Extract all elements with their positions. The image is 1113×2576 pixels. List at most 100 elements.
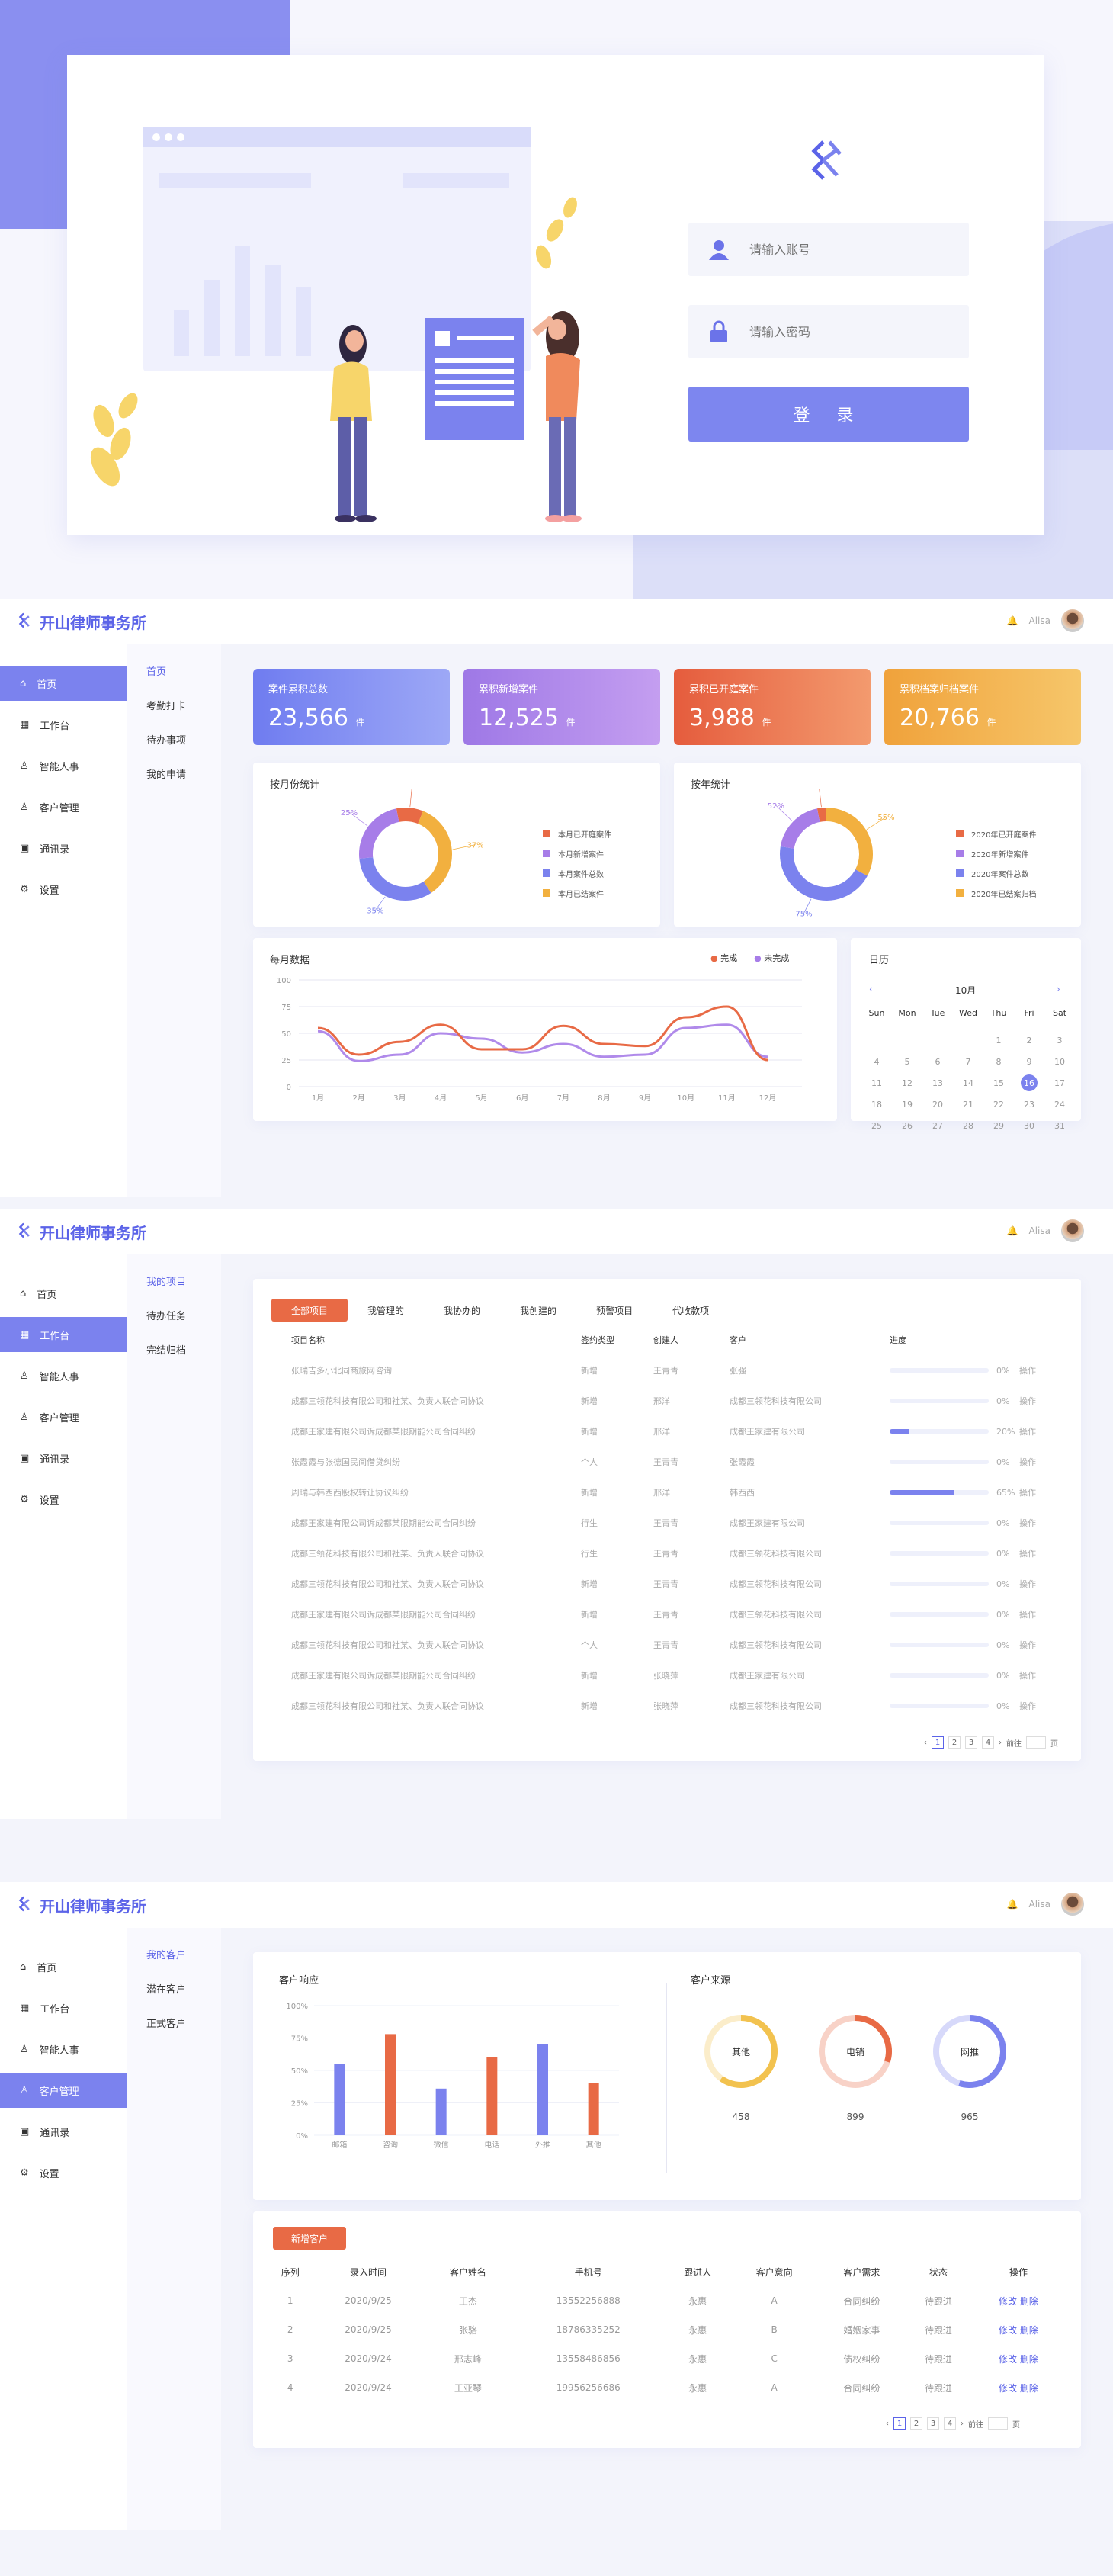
calendar-day[interactable]: 3 bbox=[1057, 1035, 1063, 1045]
calendar-day[interactable]: 4 bbox=[874, 1056, 880, 1067]
page-3[interactable]: 3 bbox=[927, 2417, 939, 2430]
table-row[interactable]: 成都三领花科技有限公司和社某、负责人联合同协议 新增 邢洋 成都三领花科技有限公司 0%… bbox=[291, 1386, 1061, 1416]
table-row[interactable]: 成都三领花科技有限公司和社某、负责人联合同协议 新增 王青青 成都三领花科技有限公司 0… bbox=[291, 1569, 1061, 1599]
sidebar-item-hr[interactable]: ♙ 智能人事 bbox=[20, 760, 79, 773]
edit-link[interactable]: 修改 bbox=[999, 2324, 1018, 2336]
user-name[interactable]: Alisa bbox=[1028, 615, 1050, 626]
tab-all[interactable]: 全部项目 bbox=[271, 1299, 348, 1322]
table-row[interactable]: 成都王家建有限公司诉成都某限期能公司合同纠纷 新增 张晓萍 成都王家建有限公司 0% 操作 bbox=[291, 1660, 1061, 1691]
row-action-link[interactable]: 操作 bbox=[1019, 1549, 1036, 1559]
sidebar-item-workbench[interactable]: ▦ 工作台 bbox=[20, 2002, 70, 2016]
next-page-icon[interactable]: › bbox=[961, 2419, 964, 2428]
calendar-day[interactable]: 19 bbox=[902, 1099, 913, 1110]
edit-link[interactable]: 修改 bbox=[999, 2353, 1018, 2365]
stat-card-hearing[interactable]: 累积已开庭案件 3,988 件 bbox=[674, 669, 871, 745]
tab-payments[interactable]: 代收款项 bbox=[672, 1305, 710, 1316]
calendar-day[interactable]: 7 bbox=[965, 1056, 971, 1067]
calendar-day[interactable]: 14 bbox=[963, 1078, 973, 1088]
password-field[interactable] bbox=[688, 305, 969, 358]
subnav-attendance[interactable]: 考勤打卡 bbox=[146, 701, 187, 712]
page-3[interactable]: 3 bbox=[965, 1736, 977, 1749]
sidebar-item-customers[interactable]: ♙ 客户管理 bbox=[20, 801, 79, 814]
calendar-day[interactable]: 6 bbox=[935, 1056, 941, 1067]
stat-card-new[interactable]: 累积新增案件 12,525 件 bbox=[463, 669, 660, 745]
calendar-day[interactable]: 16 bbox=[1014, 1072, 1044, 1094]
subnav-home[interactable]: 首页 bbox=[146, 666, 167, 678]
delete-link[interactable]: 删除 bbox=[1019, 2295, 1038, 2307]
brand[interactable]: 开山律师事务所 bbox=[17, 611, 146, 633]
sidebar-item-home[interactable]: ⌂ 首页 bbox=[20, 1961, 57, 1974]
row-action-link[interactable]: 操作 bbox=[1019, 1396, 1036, 1406]
table-row[interactable]: 成都王家建有限公司诉成都某限期能公司合同纠纷 新增 王青青 成都三领花科技有限公司 0%… bbox=[291, 1599, 1061, 1630]
table-row[interactable]: 3 2020/9/24 邢志峰 13558486856 永惠 C 债权纠纷 待跟进 修改 删除 bbox=[268, 2344, 1066, 2373]
table-row[interactable]: 2 2020/9/25 张骆 18786335252 永惠 B 婚姻家事 待跟进 修改 删除 bbox=[268, 2315, 1066, 2344]
table-row[interactable]: 4 2020/9/24 王亚琴 19956256686 永惠 A 合同纠纷 待跟进 修改 删除 bbox=[268, 2373, 1066, 2402]
calendar-day[interactable]: 21 bbox=[963, 1099, 973, 1110]
calendar-day[interactable]: 30 bbox=[1024, 1120, 1034, 1131]
calendar-day[interactable]: 24 bbox=[1054, 1099, 1065, 1110]
calendar-day[interactable]: 27 bbox=[932, 1120, 943, 1131]
tab-managed[interactable]: 我管理的 bbox=[367, 1305, 405, 1316]
page-4[interactable]: 4 bbox=[982, 1736, 994, 1749]
page-1[interactable]: 1 bbox=[893, 2417, 906, 2430]
subnav-archived[interactable]: 完结归档 bbox=[146, 1345, 187, 1357]
page-input[interactable] bbox=[1026, 1736, 1046, 1749]
calendar-day[interactable]: 26 bbox=[902, 1120, 913, 1131]
prev-page-icon[interactable]: ‹ bbox=[924, 1738, 927, 1747]
sidebar-item-contacts[interactable]: ▣ 通讯录 bbox=[20, 1452, 70, 1466]
row-action-link[interactable]: 操作 bbox=[1019, 1579, 1036, 1589]
calendar-day[interactable]: 20 bbox=[932, 1099, 943, 1110]
calendar-day[interactable]: 9 bbox=[1026, 1056, 1032, 1067]
calendar-day[interactable]: 18 bbox=[871, 1099, 882, 1110]
page-4[interactable]: 4 bbox=[944, 2417, 956, 2430]
table-row[interactable]: 成都三领花科技有限公司和社某、负责人联合同协议 新增 张晓萍 成都三领花科技有限公司 0… bbox=[291, 1691, 1061, 1721]
sidebar-item-settings[interactable]: ⚙ 设置 bbox=[20, 883, 59, 897]
sidebar-item-settings[interactable]: ⚙ 设置 bbox=[20, 2166, 59, 2180]
table-row[interactable]: 成都王家建有限公司诉成都某限期能公司合同纠纷 行生 王青青 成都王家建有限公司 0% 操作 bbox=[291, 1508, 1061, 1538]
calendar-day[interactable]: 13 bbox=[932, 1078, 943, 1088]
sidebar-item-workbench[interactable]: ▦ 工作台 bbox=[20, 718, 70, 732]
subnav-todo[interactable]: 待办事项 bbox=[146, 735, 187, 747]
bell-icon[interactable]: 🔔 bbox=[1006, 1225, 1018, 1236]
prev-page-icon[interactable]: ‹ bbox=[886, 2419, 889, 2428]
calendar-day[interactable]: 17 bbox=[1054, 1078, 1065, 1088]
subnav-potential[interactable]: 潜在客户 bbox=[146, 1984, 187, 1996]
sidebar-item-customers[interactable]: ♙ 客户管理 bbox=[20, 1411, 79, 1425]
edit-link[interactable]: 修改 bbox=[999, 2295, 1018, 2307]
calendar-day[interactable]: 25 bbox=[871, 1120, 882, 1131]
delete-link[interactable]: 删除 bbox=[1019, 2353, 1038, 2365]
row-action-link[interactable]: 操作 bbox=[1019, 1518, 1036, 1528]
page-input[interactable] bbox=[988, 2417, 1008, 2430]
username-field[interactable] bbox=[688, 223, 969, 276]
sidebar-item-home[interactable]: ⌂ 首页 bbox=[20, 1287, 57, 1301]
row-action-link[interactable]: 操作 bbox=[1019, 1427, 1036, 1437]
calendar-day[interactable]: 23 bbox=[1024, 1099, 1034, 1110]
calendar-day[interactable]: 1 bbox=[996, 1035, 1002, 1045]
calendar-day[interactable]: 2 bbox=[1026, 1035, 1032, 1045]
brand[interactable]: 开山律师事务所 bbox=[17, 1221, 146, 1243]
table-row[interactable]: 张瑞吉多小北同商旅网咨询 新增 王青青 张强 0% 操作 bbox=[291, 1355, 1061, 1386]
user-name[interactable]: Alisa bbox=[1028, 1899, 1050, 1910]
calendar-day[interactable]: 11 bbox=[871, 1078, 882, 1088]
edit-link[interactable]: 修改 bbox=[999, 2382, 1018, 2394]
sidebar-item-hr[interactable]: ♙ 智能人事 bbox=[20, 2043, 79, 2057]
user-name[interactable]: Alisa bbox=[1028, 1225, 1050, 1236]
sidebar-item-home[interactable]: ⌂ 首页 bbox=[0, 666, 127, 701]
avatar[interactable] bbox=[1061, 1219, 1084, 1242]
tab-warning[interactable]: 预警项目 bbox=[596, 1305, 633, 1316]
bell-icon[interactable]: 🔔 bbox=[1006, 1899, 1018, 1910]
calendar-day[interactable]: 22 bbox=[993, 1099, 1004, 1110]
username-input[interactable] bbox=[749, 242, 932, 257]
row-action-link[interactable]: 操作 bbox=[1019, 1488, 1036, 1498]
tab-created[interactable]: 我创建的 bbox=[520, 1305, 557, 1316]
subnav-formal[interactable]: 正式客户 bbox=[146, 2019, 187, 2030]
calendar-day[interactable]: 15 bbox=[993, 1078, 1004, 1088]
row-action-link[interactable]: 操作 bbox=[1019, 1640, 1036, 1650]
row-action-link[interactable]: 操作 bbox=[1019, 1457, 1036, 1467]
calendar-day[interactable]: 31 bbox=[1054, 1120, 1065, 1131]
delete-link[interactable]: 删除 bbox=[1019, 2324, 1038, 2336]
password-input[interactable] bbox=[749, 324, 932, 339]
table-row[interactable]: 1 2020/9/25 王杰 13552256888 永惠 A 合同纠纷 待跟进 修改 删除 bbox=[268, 2286, 1066, 2315]
stat-card-archived[interactable]: 累积档案归档案件 20,766 件 bbox=[884, 669, 1081, 745]
sidebar-item-settings[interactable]: ⚙ 设置 bbox=[20, 1493, 59, 1507]
